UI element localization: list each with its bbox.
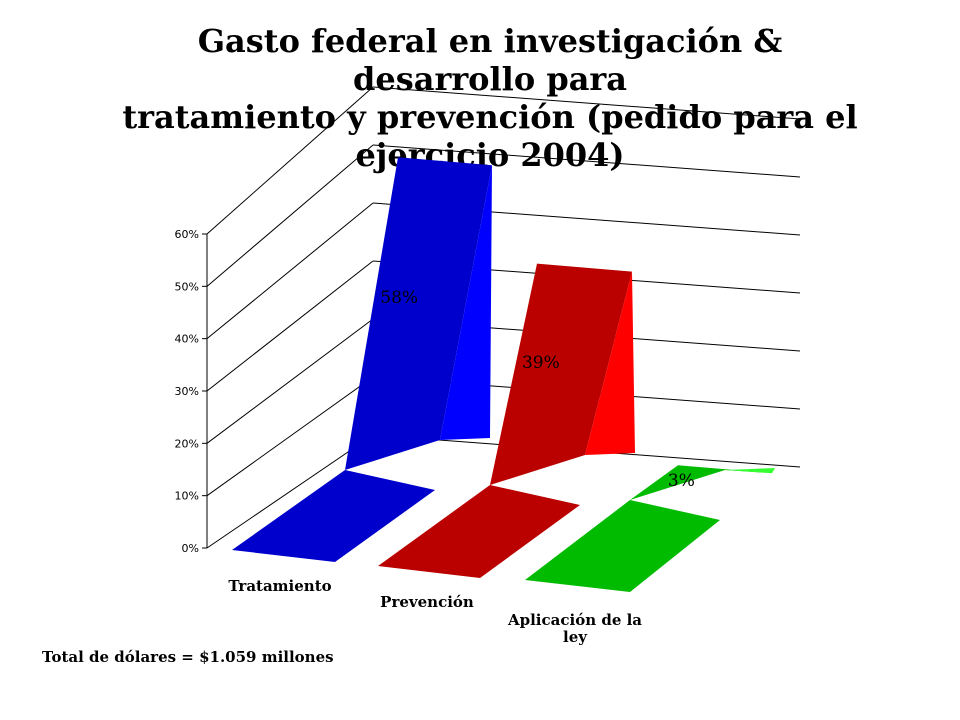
y-tick-label: 50%	[175, 280, 199, 293]
gridline-side	[206, 86, 374, 235]
bar	[490, 263, 632, 485]
y-tick-label: 10%	[175, 490, 199, 503]
x-category-label: Aplicación de la	[507, 611, 642, 629]
y-tick-label: 20%	[175, 437, 199, 450]
gridline-side	[206, 144, 374, 287]
x-category-label: Prevención	[380, 593, 474, 611]
chart-title-line: Gasto federal en investigación & desarro…	[197, 22, 783, 98]
x-category-label: Tratamiento	[228, 577, 331, 595]
chart-title: Gasto federal en investigación & desarro…	[120, 22, 860, 174]
gridline-side	[206, 260, 374, 392]
total-dollars-note: Total de dólares = $1.059 millones	[42, 648, 334, 666]
y-tick-label: 0%	[182, 542, 199, 555]
y-tick-label: 30%	[175, 385, 199, 398]
x-category-label: ley	[563, 628, 588, 646]
chart-title-line: tratamiento y prevención (pedido para el	[122, 98, 858, 136]
gridline-side	[206, 202, 374, 340]
gridline-back	[372, 86, 801, 120]
gridline-side	[206, 318, 374, 444]
bar	[345, 157, 492, 470]
data-label: 39%	[522, 353, 560, 373]
gridline-side	[206, 376, 374, 497]
data-label: 3%	[668, 471, 695, 491]
y-tick-label: 40%	[175, 333, 199, 346]
bar-floor	[232, 470, 435, 562]
bar-side	[725, 468, 775, 474]
bar-floor	[378, 485, 580, 578]
gridline-back	[372, 144, 801, 178]
y-tick-label: 60%	[175, 228, 199, 241]
bar-side	[585, 271, 635, 455]
bar	[630, 465, 772, 500]
bar-floor	[525, 500, 720, 592]
gridline-side	[206, 434, 374, 549]
data-label: 58%	[380, 288, 418, 308]
bar-side	[440, 165, 492, 440]
